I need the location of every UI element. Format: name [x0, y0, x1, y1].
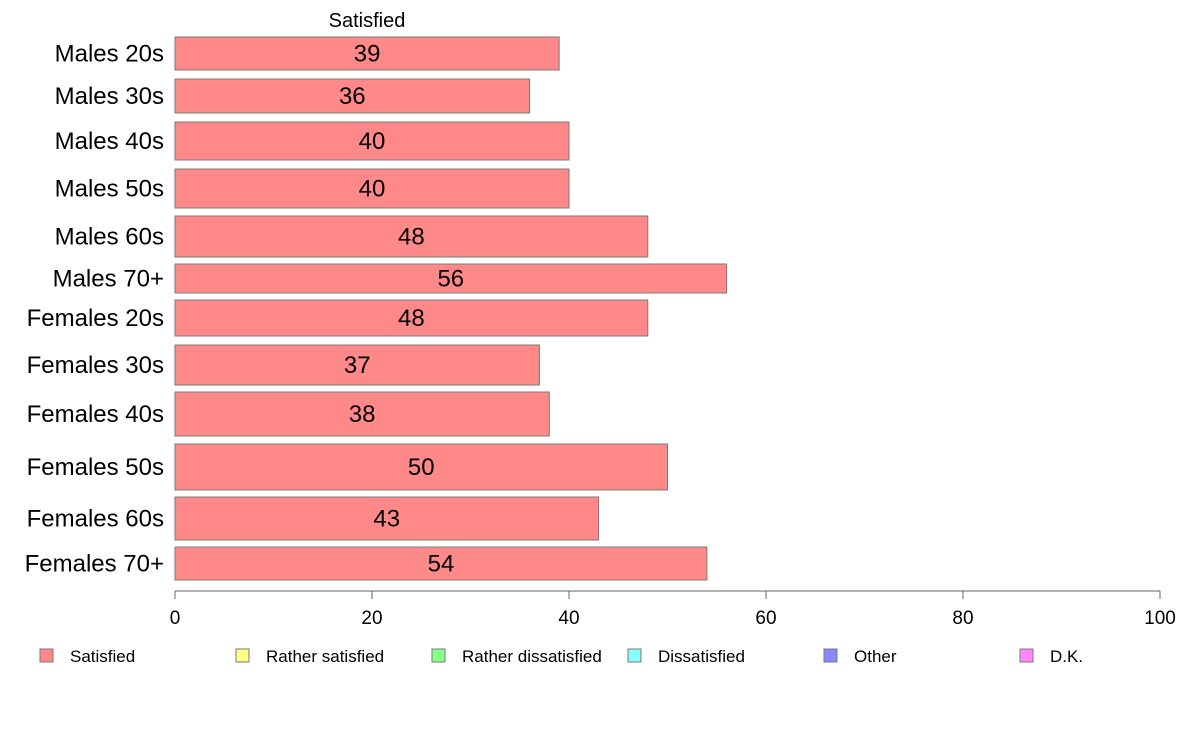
legend-swatch: [823, 648, 838, 663]
legend-label: Other: [854, 647, 897, 666]
value-label: 56: [437, 266, 464, 293]
x-tick-label: 20: [361, 608, 382, 629]
category-label: Males 40s: [55, 128, 164, 155]
x-axis: 0 20 40 60 80 100: [170, 590, 1176, 629]
bar: [174, 496, 600, 541]
value-label: 54: [428, 551, 455, 578]
bars-group: Males 20s 39 Males 30s 36 Males 40s 40 Males 5…: [25, 36, 728, 581]
legend-swatch: [627, 648, 642, 663]
bar: [174, 546, 708, 581]
bar: [174, 168, 570, 209]
legend-swatch: [431, 648, 446, 663]
category-label: Females 40s: [27, 401, 164, 428]
legend-label: Rather dissatisfied: [462, 647, 602, 666]
value-label: 37: [344, 352, 371, 379]
category-label: Males 60s: [55, 224, 164, 251]
category-label: Females 30s: [27, 352, 164, 379]
bar: [174, 391, 550, 437]
x-tick-label: 60: [755, 608, 776, 629]
bar: [174, 121, 570, 161]
category-label: Males 70+: [53, 266, 164, 293]
category-label: Females 60s: [27, 506, 164, 533]
category-label: Males 50s: [55, 176, 164, 203]
legend-swatch: [235, 648, 250, 663]
bar: [174, 36, 560, 71]
bar: [174, 443, 668, 491]
bar: [174, 299, 649, 337]
series-title: Satisfied: [329, 10, 406, 32]
x-tick-label: 100: [1144, 608, 1176, 629]
legend-label: Satisfied: [70, 647, 135, 666]
value-label: 43: [373, 506, 400, 533]
value-label: 40: [359, 128, 386, 155]
value-label: 36: [339, 83, 366, 110]
legend-label: Dissatisfied: [658, 647, 745, 666]
legend-swatch: [39, 648, 54, 663]
legend: Satisfied Rather satisfied Rather dissatis…: [39, 647, 1083, 666]
bar: [174, 263, 728, 294]
value-label: 40: [359, 176, 386, 203]
legend-label: Rather satisfied: [266, 647, 384, 666]
value-label: 38: [349, 401, 376, 428]
x-tick-label: 40: [558, 608, 579, 629]
bar: [174, 344, 540, 386]
value-label: 39: [354, 41, 381, 68]
category-label: Females 20s: [27, 305, 164, 332]
value-label: 50: [408, 454, 435, 481]
value-label: 48: [398, 224, 425, 251]
category-label: Males 30s: [55, 83, 164, 110]
legend-label: D.K.: [1050, 647, 1083, 666]
bar: [174, 215, 649, 258]
category-label: Males 20s: [55, 41, 164, 68]
x-tick-label: 0: [170, 608, 181, 629]
category-label: Females 70+: [25, 551, 164, 578]
value-label: 48: [398, 305, 425, 332]
bar: [174, 78, 531, 114]
x-tick-label: 80: [952, 608, 973, 629]
category-label: Females 50s: [27, 454, 164, 481]
legend-swatch: [1019, 648, 1034, 663]
